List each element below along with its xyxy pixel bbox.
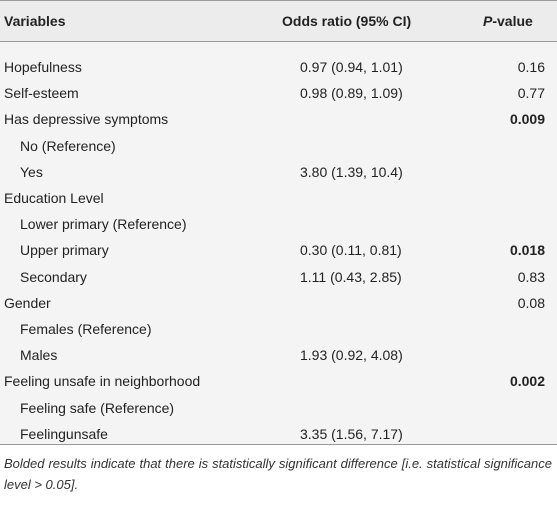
table-header: Variables Odds ratio (95% CI) P-value xyxy=(0,0,557,42)
table-row: Females (Reference) xyxy=(0,316,557,342)
cell-variable: Feeling unsafe in neighborhood xyxy=(4,373,201,390)
cell-odds-ratio: 3.35 (1.56, 7.17) xyxy=(300,425,403,442)
table-row: Secondary 1.11 (0.43, 2.85) 0.83 xyxy=(0,264,557,290)
header-variables: Variables xyxy=(4,13,66,29)
cell-p-value: 0.16 xyxy=(517,59,545,75)
table-row: Upper primary 0.30 (0.11, 0.81) 0.018 xyxy=(0,237,557,263)
table-row: Lower primary (Reference) xyxy=(0,211,557,237)
table-row: Feelingunsafe 3.35 (1.56, 7.17) xyxy=(0,421,557,447)
cell-p-value: 0.83 xyxy=(517,268,545,285)
table-row: Education Level xyxy=(0,185,557,211)
table-body: Hopefulness 0.97 (0.94, 1.01) 0.16 Self-est… xyxy=(0,42,557,445)
cell-odds-ratio: 0.97 (0.94, 1.01) xyxy=(300,59,403,75)
cell-variable: Lower primary (Reference) xyxy=(20,216,187,233)
cell-p-value: 0.77 xyxy=(517,85,545,102)
cell-variable: Yes xyxy=(20,163,43,180)
table-row: Gender 0.08 xyxy=(0,290,557,316)
cell-variable: Feeling safe (Reference) xyxy=(20,399,175,416)
cell-odds-ratio: 1.11 (0.43, 2.85) xyxy=(300,268,402,285)
cell-odds-ratio: 1.93 (0.92, 4.08) xyxy=(300,347,403,364)
cell-variable: Feelingunsafe xyxy=(20,425,108,442)
cell-variable: Males xyxy=(20,347,58,364)
header-p-value: P-value xyxy=(483,13,533,29)
table-row: Self-esteem 0.98 (0.89, 1.09) 0.77 xyxy=(0,80,557,106)
table-footnote: Bolded results indicate that there is st… xyxy=(4,456,552,492)
cell-variable: Has depressive symptoms xyxy=(4,111,169,128)
table-row: Feeling safe (Reference) xyxy=(0,395,557,421)
table-row: Males 1.93 (0.92, 4.08) xyxy=(0,342,557,368)
table-row: Has depressive symptoms 0.009 xyxy=(0,106,557,132)
cell-odds-ratio: 0.98 (0.89, 1.09) xyxy=(300,85,403,102)
cell-p-value: 0.009 xyxy=(509,111,545,128)
cell-variable: No (Reference) xyxy=(20,137,116,154)
table-row: No (Reference) xyxy=(0,133,557,159)
table-row: Yes 3.80 (1.39, 10.4) xyxy=(0,159,557,185)
cell-variable: Education Level xyxy=(4,190,104,206)
cell-variable: Females (Reference) xyxy=(20,321,152,337)
cell-variable: Secondary xyxy=(20,268,87,285)
cell-odds-ratio: 3.80 (1.39, 10.4) xyxy=(300,163,403,180)
header-p-suffix: -value xyxy=(492,13,533,29)
cell-p-value: 0.08 xyxy=(517,294,545,311)
odds-ratio-table: Variables Odds ratio (95% CI) P-value Ho… xyxy=(0,0,557,445)
cell-p-value: 0.018 xyxy=(509,242,545,259)
table-row: Feeling unsafe in neighborhood 0.002 xyxy=(0,368,557,394)
cell-variable: Gender xyxy=(4,294,51,311)
cell-p-value: 0.002 xyxy=(509,373,545,390)
table-row: Hopefulness 0.97 (0.94, 1.01) 0.16 xyxy=(0,54,557,80)
cell-odds-ratio: 0.30 (0.11, 0.81) xyxy=(300,242,402,259)
header-odds-ratio: Odds ratio (95% CI) xyxy=(282,13,412,29)
cell-variable: Hopefulness xyxy=(4,59,82,75)
header-p-italic: P xyxy=(483,13,493,29)
cell-variable: Upper primary xyxy=(20,242,109,259)
cell-variable: Self-esteem xyxy=(4,85,79,102)
